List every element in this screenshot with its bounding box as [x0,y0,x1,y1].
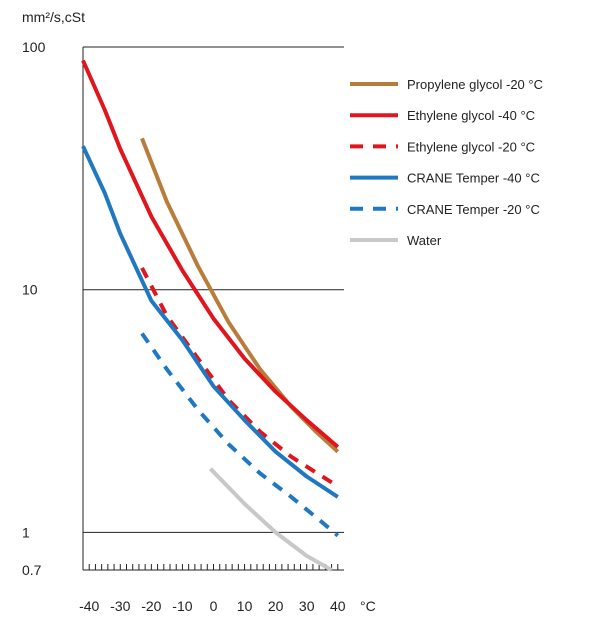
legend-label-3: CRANE Temper -40 °C [407,171,540,186]
y-tick-label-1: 1 [22,524,30,540]
x-ticks: -40 -30 -20 -10 0 10 20 30 40 [79,564,346,614]
axes [82,47,344,571]
legend: Propylene glycol -20 °C Ethylene glycol -… [350,77,543,248]
series-line-5 [208,467,333,572]
x-tick-label--10: -10 [172,598,192,614]
series-line-0 [140,137,340,454]
x-tick-label-10: 10 [237,598,253,614]
legend-label-0: Propylene glycol -20 °C [407,77,543,92]
x-tick-label-40: 40 [330,598,346,614]
x-tick-label--40: -40 [79,598,99,614]
legend-label-4: CRANE Temper -20 °C [407,202,540,217]
x-tick-label--20: -20 [141,598,161,614]
x-tick-label-0: 0 [210,598,218,614]
series-line-4 [140,332,340,538]
x-tick-label-30: 30 [299,598,315,614]
series-line-1 [81,59,340,449]
legend-label-1: Ethylene glycol -40 °C [407,108,535,123]
legend-label-5: Water [407,233,442,248]
legend-label-2: Ethylene glycol -20 °C [407,139,535,154]
series-line-2 [140,266,339,488]
y-tick-label-10: 10 [22,282,38,298]
y-tick-label-100: 100 [22,39,46,55]
x-tick-label--30: -30 [110,598,130,614]
x-axis-unit: °C [360,598,376,614]
series-line-3 [81,145,339,499]
x-tick-label-20: 20 [268,598,284,614]
y-tick-label-0.7: 0.7 [22,562,42,578]
gridlines: 100 10 1 0.7 [22,39,344,578]
series-lines [81,59,340,572]
y-axis-label: mm²/s,cSt [22,9,85,25]
